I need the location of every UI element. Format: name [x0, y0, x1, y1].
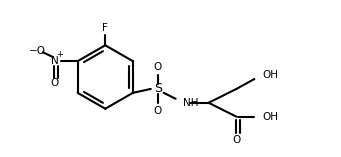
Text: O: O — [154, 106, 162, 116]
Text: N: N — [51, 56, 59, 66]
Text: −O: −O — [29, 46, 46, 56]
Text: O: O — [154, 62, 162, 72]
Text: NH: NH — [183, 98, 198, 108]
Text: +: + — [56, 50, 63, 59]
Text: S: S — [154, 82, 162, 95]
Text: O: O — [50, 78, 59, 88]
Text: OH: OH — [262, 70, 278, 80]
Text: OH: OH — [262, 112, 278, 122]
Text: F: F — [102, 23, 108, 33]
Text: O: O — [232, 135, 240, 145]
